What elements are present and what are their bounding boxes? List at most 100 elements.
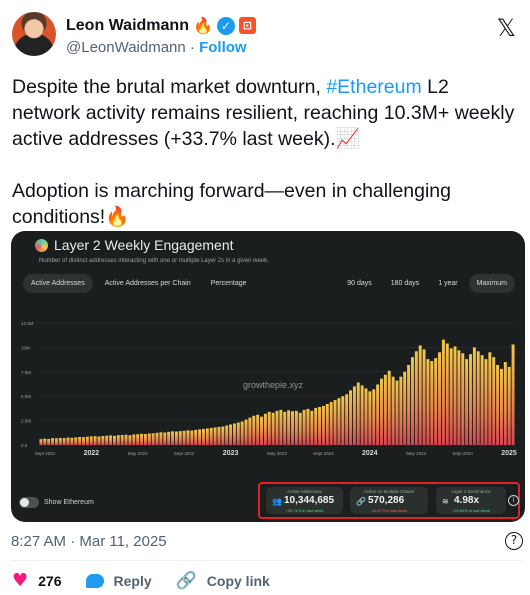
chart-bar	[383, 374, 387, 445]
chart-bar	[147, 433, 151, 445]
chart-bar	[337, 398, 341, 445]
chart-bar	[240, 421, 244, 445]
link-chain-icon: 🔗	[175, 570, 197, 591]
chart-card-image[interactable]: Layer 2 Weekly Engagement Number of dist…	[11, 231, 525, 522]
x-tick-label: May 2023	[267, 451, 287, 456]
tweet-text-part1: Despite the brutal market downturn,	[12, 76, 327, 98]
author-handle[interactable]: @LeonWaidmann	[66, 39, 186, 56]
chart-bar	[449, 348, 453, 445]
reply-button[interactable]: Reply	[85, 573, 152, 589]
divider	[11, 560, 522, 561]
chart-bar	[202, 428, 205, 445]
chart-bar	[39, 439, 43, 445]
show-ethereum-toggle[interactable]	[19, 497, 39, 508]
heart-icon: ♥	[12, 570, 29, 591]
chart-bar	[457, 350, 461, 445]
chart-bar	[213, 427, 217, 445]
x-tick-label: 2022	[84, 450, 100, 457]
tab-active-addresses-per-chain[interactable]: Active Addresses per Chain	[104, 280, 191, 287]
tab-90-days[interactable]: 90 days	[347, 280, 372, 287]
chart-bar	[182, 430, 186, 445]
chart-bar	[101, 436, 105, 445]
growthepie-logo-icon	[35, 238, 48, 252]
x-tick-label: Sept 2021	[35, 451, 56, 456]
chart-bar	[302, 409, 306, 445]
chart-bar	[391, 376, 395, 445]
chart-bar	[70, 437, 74, 445]
stat-value: 10,344,685	[284, 495, 335, 506]
tab-active-addresses[interactable]: Active Addresses	[23, 274, 93, 293]
chart-bar	[132, 434, 136, 445]
chart-bar	[430, 361, 434, 445]
affiliate-badge-icon[interactable]: ⊡	[238, 17, 256, 34]
y-tick-label: 7.5M	[21, 370, 31, 375]
stat-change: +33.71% in last week	[285, 508, 324, 513]
chart-bar	[78, 437, 82, 445]
weekly-engagement-chart: 0.0 2.5M 5.0M 7.5M 10M 12.5M Sept 2021 2022 May…	[21, 321, 517, 457]
y-tick-label: 12.5M	[21, 321, 34, 326]
tweet-text-part2: L2 network activity remains resilient, r…	[12, 76, 520, 150]
chart-bar	[310, 410, 314, 445]
chart-bar	[329, 402, 333, 445]
chart-bar	[43, 438, 47, 445]
chart-bar	[120, 435, 124, 445]
chart-bar	[167, 431, 171, 445]
users-icon: 👥	[272, 497, 282, 506]
x-tick-label: 2023	[223, 450, 239, 457]
chart-up-emoji: 📈	[335, 127, 360, 150]
chart-bar	[407, 364, 411, 445]
metric-tabs: Active Addresses Active Addresses per Ch…	[23, 274, 255, 293]
chart-bar	[128, 435, 132, 445]
show-ethereum-toggle-row[interactable]: Show Ethereum	[19, 497, 94, 508]
show-ethereum-label: Show Ethereum	[44, 499, 94, 506]
chart-bar	[395, 380, 399, 445]
chart-bar	[287, 410, 291, 445]
chart-bar	[260, 416, 263, 445]
tab-percentage[interactable]: Percentage	[210, 280, 247, 287]
help-icon[interactable]: ?	[505, 532, 523, 550]
reply-bubble-icon	[85, 573, 104, 588]
y-tick-label: 2.5M	[21, 419, 31, 424]
hashtag-link[interactable]: #Ethereum	[326, 76, 422, 98]
chart-bar	[283, 411, 287, 445]
tab-maximum[interactable]: Maximum	[468, 274, 515, 293]
chart-bar	[445, 343, 449, 445]
chart-bar	[499, 368, 503, 445]
chart-bar	[461, 353, 465, 445]
chart-bar	[453, 346, 457, 445]
follow-button[interactable]: Follow	[199, 39, 247, 56]
stats-highlight-box: Active Addresses 👥 10,344,685 +33.71% in…	[258, 482, 520, 519]
info-icon[interactable]: i	[508, 495, 519, 506]
author-name[interactable]: Leon Waidmann	[66, 16, 189, 34]
x-tick-label: Sept 2024	[452, 451, 473, 456]
chart-bar	[360, 385, 364, 445]
chart-bar	[438, 352, 442, 445]
chart-bar	[511, 344, 515, 445]
stat-label: Active Addresses	[287, 489, 322, 494]
chart-bar	[190, 430, 194, 445]
tab-180-days[interactable]: 180 days	[390, 280, 420, 287]
chart-bar	[267, 411, 271, 445]
chart-bar	[275, 410, 279, 445]
tweet-text-part3: Adoption is marching forward—even in cha…	[12, 180, 451, 228]
tweet-text: Despite the brutal market downturn, #Eth…	[12, 74, 522, 230]
chart-bar	[352, 386, 356, 445]
chart-bar	[163, 432, 167, 445]
stat-change: -11.47% in last week	[370, 508, 408, 513]
chart-bar	[51, 438, 55, 445]
x-logo-icon[interactable]: 𝕏	[496, 14, 516, 42]
tab-1-year[interactable]: 1 year	[438, 280, 458, 287]
chart-bar	[248, 417, 252, 445]
fire-emoji-2: 🔥	[105, 205, 130, 228]
chart-bar	[124, 434, 128, 445]
tweet-timestamp[interactable]: 8:27 AM · Mar 11, 2025	[11, 533, 167, 550]
avatar[interactable]	[12, 12, 56, 56]
chart-bar	[155, 432, 159, 445]
chart-bar	[380, 378, 383, 445]
like-button[interactable]: ♥ 276	[12, 570, 62, 591]
verified-badge-icon: ✓	[216, 16, 235, 35]
separator-dot: ·	[189, 39, 195, 56]
chart-bar	[229, 424, 233, 445]
chart-bar	[151, 433, 155, 445]
copy-link-button[interactable]: 🔗 Copy link	[176, 571, 270, 591]
